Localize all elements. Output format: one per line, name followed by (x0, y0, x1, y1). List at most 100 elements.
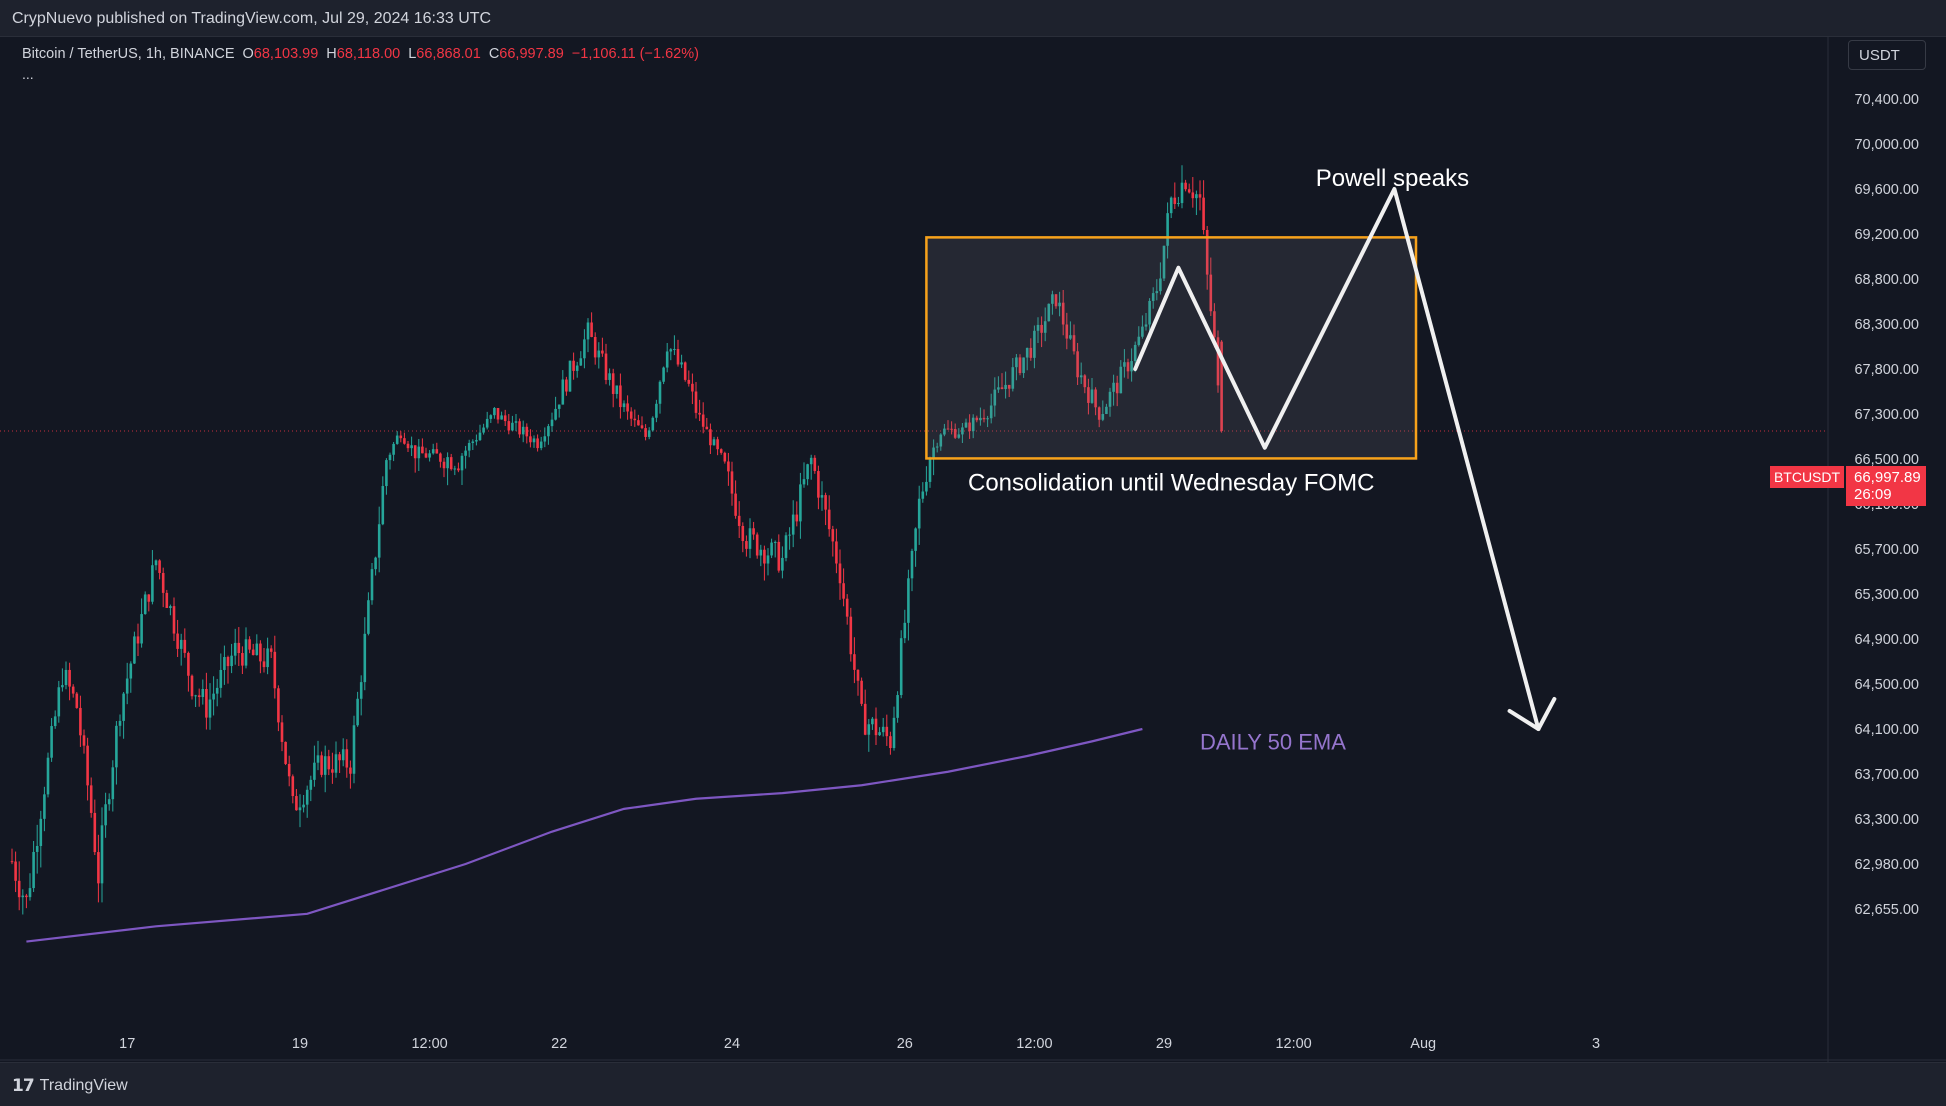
candle (1043, 307, 1047, 342)
candle-body (428, 453, 431, 458)
candle-body (187, 652, 190, 676)
candle (521, 420, 525, 443)
candle (503, 409, 507, 427)
candle-body (874, 718, 878, 736)
candle-body (748, 528, 752, 549)
candle (622, 400, 626, 413)
candle-body (215, 687, 219, 694)
candle-body (1184, 182, 1187, 190)
candle (1090, 377, 1094, 404)
candle (863, 689, 867, 736)
candle (629, 407, 633, 427)
candle (410, 436, 413, 457)
candle (1072, 324, 1076, 355)
candle-body (856, 669, 860, 681)
candle (1187, 183, 1191, 194)
candle-body (57, 687, 61, 717)
candle-body (590, 322, 593, 337)
candle (179, 633, 183, 666)
candle (493, 407, 496, 419)
candle-body (964, 422, 968, 428)
candle-body (1205, 229, 1209, 275)
candle-body (557, 404, 561, 409)
candle (795, 501, 799, 527)
candle (1087, 378, 1090, 415)
candle-body (151, 565, 154, 602)
candle-body (658, 381, 662, 404)
candle (1166, 202, 1169, 259)
candle (637, 414, 640, 426)
candle-body (644, 428, 647, 437)
candle (539, 436, 543, 451)
candle (1141, 315, 1144, 339)
candle (302, 794, 305, 813)
candle (233, 628, 237, 665)
candle-body (676, 349, 680, 365)
candle-body (1018, 357, 1022, 374)
candle-body (885, 726, 889, 737)
candle-body (827, 509, 831, 530)
currency-button[interactable]: USDT (1848, 40, 1926, 70)
candle-body (349, 767, 352, 774)
candle-body (385, 460, 388, 487)
candle (277, 685, 280, 732)
candle-body (975, 417, 979, 421)
candle-body (1094, 389, 1097, 408)
time-tick-label: Aug (1410, 1036, 1436, 1052)
candle-body (392, 443, 395, 455)
candle (183, 628, 187, 658)
candle (1180, 165, 1184, 209)
candle-body (968, 422, 971, 432)
candle (651, 416, 655, 432)
candle-body (93, 812, 97, 853)
candle-body (997, 387, 1000, 390)
candle (691, 373, 694, 405)
candle (806, 463, 809, 486)
candle (943, 423, 946, 437)
candle (550, 412, 554, 432)
candle (583, 329, 586, 369)
price-chart[interactable]: DAILY 50 EMA Consolidation until Wednesd… (0, 36, 1946, 1062)
candle-body (1097, 407, 1101, 420)
candle (1184, 179, 1187, 192)
tradingview-logo[interactable]: 17 TradingView (12, 1076, 128, 1096)
candle-body (269, 648, 273, 652)
candle (575, 361, 579, 378)
legend-more-button[interactable]: ... (22, 66, 34, 82)
candle-body (727, 461, 730, 472)
candle (266, 637, 269, 675)
candle-body (356, 698, 359, 726)
candle (284, 741, 287, 766)
candle (82, 729, 86, 754)
candle-body (89, 785, 93, 813)
candle-body (518, 421, 521, 435)
candle (1123, 349, 1126, 378)
legend-low-label: L (408, 46, 417, 62)
candle (464, 445, 467, 469)
candle (572, 352, 575, 380)
candle-body (1169, 197, 1173, 214)
candle-body (741, 525, 745, 542)
candle-body (529, 436, 532, 443)
candle (341, 738, 345, 767)
candle (21, 889, 25, 915)
candle (525, 423, 529, 444)
candle (39, 810, 43, 868)
candle (35, 824, 39, 874)
candle (989, 393, 993, 424)
candle (1000, 373, 1004, 390)
candle-body (863, 703, 867, 735)
candle-body (946, 428, 950, 430)
candle-body (1159, 278, 1162, 292)
candle (241, 646, 244, 675)
candle-body (795, 514, 799, 522)
candle-body (410, 445, 413, 449)
candle (1115, 375, 1119, 407)
price-tick-label: 63,700.00 (1854, 767, 1919, 783)
candle-body (374, 557, 377, 570)
candle-body (608, 373, 611, 380)
candle-body (1000, 387, 1004, 390)
candle (802, 462, 806, 488)
candle-body (683, 362, 687, 380)
candle-body (295, 796, 298, 811)
